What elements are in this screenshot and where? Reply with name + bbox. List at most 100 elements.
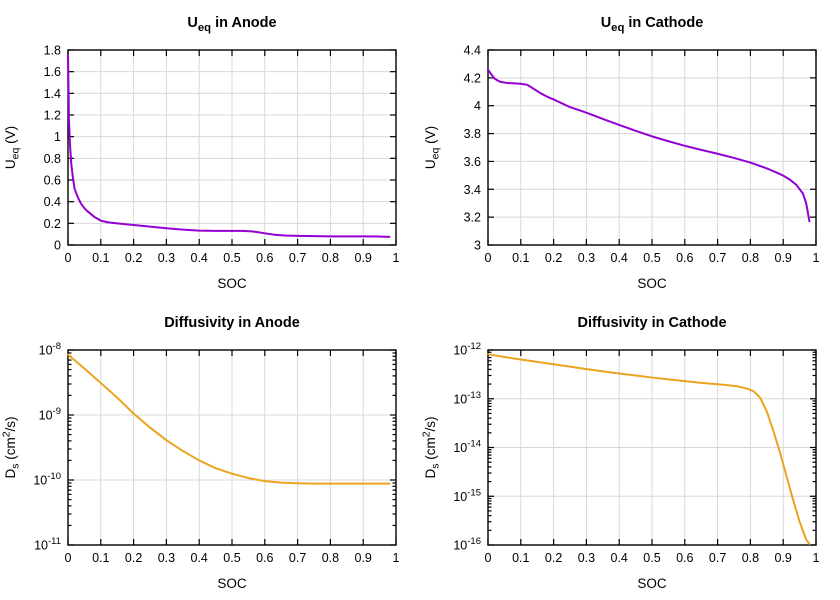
- chart-title: Ueq in Anode: [187, 15, 276, 34]
- x-axis-label: SOC: [637, 276, 667, 291]
- x-tick-label: 0.3: [158, 551, 175, 565]
- x-tick-label: 0.4: [611, 551, 628, 565]
- plot-border: [487, 49, 817, 246]
- x-tick-label: 0: [485, 551, 492, 565]
- x-tick-label: 0.5: [223, 551, 240, 565]
- x-axis-label: SOC: [637, 576, 667, 591]
- subplot-diffusivity-cathode: 0 0.1 0.2 0.3 0.4 0.5 0.6 0.7 0.8 0.9 1 10-16 10-15 1…: [420, 300, 840, 600]
- x-tick-label: 0.2: [125, 251, 142, 265]
- x-tick-label: 0.8: [322, 251, 339, 265]
- y-tick-label: 1: [54, 130, 61, 144]
- x-tick-label: 0.3: [578, 251, 595, 265]
- y-tick-label: 10-13: [453, 390, 481, 407]
- x-tick-label: 0.6: [256, 551, 273, 565]
- x-tick-label: 0.1: [92, 251, 109, 265]
- y-axis-label: Ds (cm2/s): [420, 416, 441, 478]
- y-tick-label: 3: [474, 239, 481, 253]
- plot-border: [487, 349, 817, 546]
- y-tick-label: 3.6: [464, 155, 481, 169]
- y-axis-label: Ds (cm2/s): [0, 416, 21, 478]
- x-tick-label: 0.4: [611, 251, 628, 265]
- y-tick-label: 3.2: [464, 211, 481, 225]
- y-tick-label: 0.4: [44, 195, 61, 209]
- tick-labels: 0 0.1 0.2 0.3 0.4 0.5 0.6 0.7 0.8 0.9 1 10-11 10-10 1…: [33, 341, 399, 565]
- x-tick-label: 0.5: [223, 251, 240, 265]
- y-tick-label: 0.6: [44, 174, 61, 188]
- x-axis-label: SOC: [217, 276, 247, 291]
- y-tick-label: 1.8: [44, 44, 61, 58]
- x-tick-label: 0: [485, 251, 492, 265]
- y-tick-label: 10-9: [39, 406, 61, 423]
- chart-diffusivity-anode: 0 0.1 0.2 0.3 0.4 0.5 0.6 0.7 0.8 0.9 1 10-11 10-10 1…: [0, 300, 420, 600]
- curve-ueq-cathode: [487, 68, 811, 223]
- x-tick-label: 0.8: [322, 551, 339, 565]
- curve-diffusivity-anode: [67, 353, 391, 485]
- gridlines: [68, 50, 396, 245]
- gridlines: [488, 50, 816, 245]
- y-tick-label: 1.4: [44, 87, 61, 101]
- y-axis-label: Ueq (V): [3, 126, 22, 169]
- x-tick-label: 0.6: [676, 551, 693, 565]
- chart-diffusivity-cathode: 0 0.1 0.2 0.3 0.4 0.5 0.6 0.7 0.8 0.9 1 10-16 10-15 1…: [420, 300, 840, 600]
- y-tick-label: 4: [474, 99, 481, 113]
- x-tick-label: 1: [813, 251, 820, 265]
- subplot-ueq-cathode: 0 0.1 0.2 0.3 0.4 0.5 0.6 0.7 0.8 0.9 1 3 3.2 3.4 3.6 3…: [420, 0, 840, 300]
- y-tick-label: 0: [54, 239, 61, 253]
- chart-title: Ueq in Cathode: [601, 15, 704, 34]
- chart-ueq-cathode: 0 0.1 0.2 0.3 0.4 0.5 0.6 0.7 0.8 0.9 1 3 3.2 3.4 3.6 3…: [420, 0, 840, 300]
- x-tick-label: 0.4: [191, 251, 208, 265]
- y-tick-label: 1.6: [44, 65, 61, 79]
- x-tick-label: 0.8: [742, 251, 759, 265]
- x-tick-label: 0.9: [355, 551, 372, 565]
- x-tick-label: 0.8: [742, 551, 759, 565]
- x-tick-label: 0.3: [578, 551, 595, 565]
- chart-title: Diffusivity in Cathode: [577, 315, 726, 331]
- x-tick-label: 0.1: [512, 251, 529, 265]
- y-axis-label: Ueq (V): [423, 126, 442, 169]
- x-tick-label: 0.6: [676, 251, 693, 265]
- x-tick-label: 0: [65, 551, 72, 565]
- y-tick-label: 0.2: [44, 217, 61, 231]
- y-tick-label: 10-10: [33, 471, 61, 488]
- y-tick-label: 10-16: [453, 536, 481, 553]
- y-tick-label: 4.2: [464, 71, 481, 85]
- y-tick-label: 1.2: [44, 109, 61, 123]
- plot-border: [67, 49, 397, 246]
- x-tick-label: 0.3: [158, 251, 175, 265]
- y-tick-label: 10-14: [453, 439, 481, 456]
- y-tick-label: 3.4: [464, 183, 481, 197]
- y-tick-label: 10-11: [34, 536, 61, 553]
- tick-labels: 0 0.1 0.2 0.3 0.4 0.5 0.6 0.7 0.8 0.9 1 0 0.2 0.4 0.6 0…: [44, 44, 400, 266]
- x-tick-label: 0.5: [643, 251, 660, 265]
- x-tick-label: 0.9: [775, 551, 792, 565]
- x-tick-label: 0.6: [256, 251, 273, 265]
- x-tick-label: 0.2: [125, 551, 142, 565]
- chart-title: Diffusivity in Anode: [164, 315, 300, 331]
- chart-ueq-anode: 0 0.1 0.2 0.3 0.4 0.5 0.6 0.7 0.8 0.9 1 0 0.2 0.4 0.6 0…: [0, 0, 420, 300]
- x-tick-label: 0.9: [355, 251, 372, 265]
- y-tick-label: 10-8: [39, 341, 61, 358]
- x-tick-label: 0.1: [512, 551, 529, 565]
- x-tick-label: 1: [813, 551, 820, 565]
- x-tick-label: 1: [393, 551, 400, 565]
- y-tick-label: 0.8: [44, 152, 61, 166]
- gridlines: [68, 350, 396, 545]
- curve-diffusivity-cathode: [487, 353, 811, 545]
- y-tick-label: 4.4: [464, 44, 481, 58]
- x-tick-label: 0.2: [545, 551, 562, 565]
- y-tick-label: 10-12: [453, 341, 481, 358]
- tick-labels: 0 0.1 0.2 0.3 0.4 0.5 0.6 0.7 0.8 0.9 1 10-16 10-15 1…: [453, 341, 819, 565]
- x-tick-label: 1: [393, 251, 400, 265]
- subplot-diffusivity-anode: 0 0.1 0.2 0.3 0.4 0.5 0.6 0.7 0.8 0.9 1 10-11 10-10 1…: [0, 300, 420, 600]
- gridlines: [488, 350, 816, 545]
- x-tick-label: 0.7: [289, 551, 306, 565]
- x-tick-label: 0.4: [191, 551, 208, 565]
- x-tick-label: 0.7: [289, 251, 306, 265]
- x-tick-label: 0.5: [643, 551, 660, 565]
- curve-ueq-anode: [67, 54, 391, 238]
- x-tick-label: 0.2: [545, 251, 562, 265]
- x-axis-label: SOC: [217, 576, 247, 591]
- tick-labels: 0 0.1 0.2 0.3 0.4 0.5 0.6 0.7 0.8 0.9 1 3 3.2 3.4 3.6 3…: [464, 44, 820, 266]
- x-tick-label: 0.9: [775, 251, 792, 265]
